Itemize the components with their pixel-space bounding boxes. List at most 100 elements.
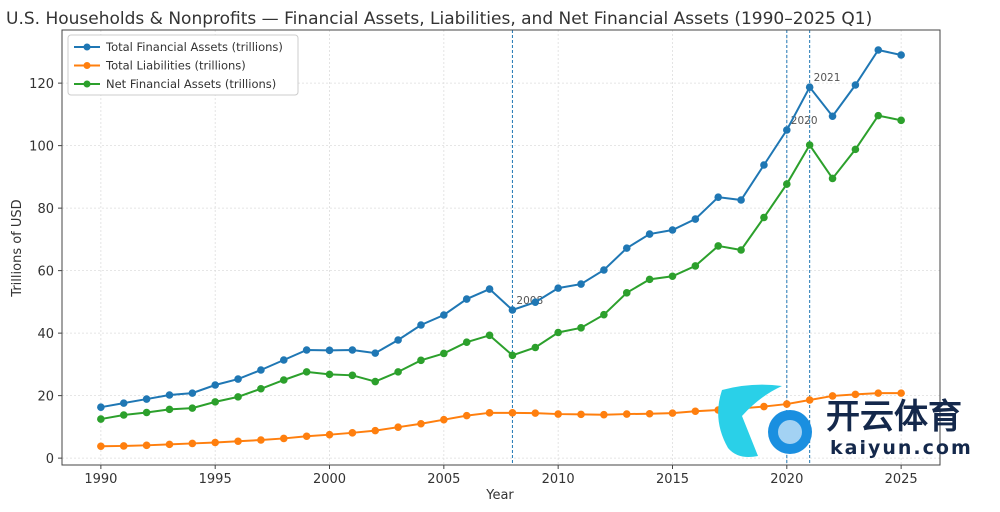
data-point <box>737 246 745 254</box>
data-point <box>302 346 311 354</box>
data-point <box>371 349 380 357</box>
data-point <box>874 46 883 54</box>
data-point <box>485 331 494 340</box>
x-tick-label: 1990 <box>84 472 117 487</box>
y-tick-label: 100 <box>29 140 54 155</box>
data-point <box>348 346 357 354</box>
data-point <box>165 440 174 449</box>
data-point <box>257 436 265 444</box>
legend: Total Financial Assets (trillions) Total … <box>67 34 299 96</box>
watermark-logo: 开云体育 kaiyun.com <box>718 384 971 459</box>
data-point <box>805 83 814 91</box>
data-point <box>279 376 288 384</box>
data-point <box>417 419 425 428</box>
data-point <box>531 298 540 306</box>
y-tick-label: 120 <box>29 77 54 92</box>
legend-marker-1 <box>83 62 91 69</box>
annotation-label-2020: 2020 <box>791 115 818 127</box>
data-point <box>508 351 517 360</box>
data-point <box>279 434 288 443</box>
data-point <box>554 410 562 418</box>
data-point <box>234 375 242 383</box>
data-point <box>462 295 471 303</box>
x-tick-label: 2025 <box>885 472 918 487</box>
data-point <box>119 442 128 450</box>
data-point <box>142 408 151 417</box>
data-point <box>874 111 883 120</box>
data-point <box>851 145 860 154</box>
data-point <box>325 370 334 379</box>
logo-ball-highlight <box>778 420 802 444</box>
data-point <box>531 409 540 417</box>
data-point <box>211 398 219 406</box>
legend-label-0: Total Financial Assets (trillions) <box>105 40 283 54</box>
data-point <box>897 116 905 125</box>
data-point <box>462 411 471 420</box>
x-tick-label: 2000 <box>313 472 346 487</box>
data-point <box>531 343 540 352</box>
data-point <box>142 441 151 450</box>
chart-title: U.S. Households & Nonprofits — Financial… <box>6 9 872 29</box>
data-point <box>97 415 105 423</box>
data-point <box>554 328 562 337</box>
data-point <box>234 437 242 446</box>
data-point <box>805 141 814 149</box>
data-point <box>851 390 860 399</box>
data-point <box>394 368 402 376</box>
x-tick-label: 2015 <box>656 472 689 487</box>
legend-label-1: Total Liabilities (trillions) <box>105 59 246 73</box>
data-point <box>97 442 105 451</box>
data-point <box>897 51 905 59</box>
data-point <box>371 377 380 386</box>
legend-label-2: Net Financial Assets (trillions) <box>106 77 276 91</box>
data-point <box>97 403 105 411</box>
data-point <box>691 407 700 416</box>
y-tick-label: 0 <box>46 452 54 467</box>
data-point <box>554 284 562 292</box>
data-point <box>417 321 425 329</box>
data-point <box>417 356 425 365</box>
data-point <box>600 410 608 419</box>
data-point <box>600 266 608 274</box>
data-point <box>600 310 608 319</box>
data-point <box>577 410 585 419</box>
data-point <box>348 371 357 380</box>
data-point <box>371 426 380 435</box>
data-point <box>188 389 197 397</box>
data-point <box>668 226 677 234</box>
data-point <box>897 389 905 397</box>
data-point <box>805 396 814 404</box>
data-point <box>394 336 402 344</box>
series-line-1 <box>100 392 902 448</box>
data-point <box>508 306 517 314</box>
data-point <box>234 393 242 401</box>
data-point <box>714 193 723 201</box>
data-point <box>440 349 448 358</box>
data-point <box>645 230 654 238</box>
data-point <box>119 399 128 407</box>
data-point <box>440 415 448 424</box>
annotation-label-2008: 2008 <box>516 295 543 307</box>
legend-marker-2 <box>83 80 91 88</box>
plot-frame <box>61 29 941 466</box>
data-point <box>851 81 860 89</box>
data-point <box>760 402 768 411</box>
y-tick-label: 80 <box>37 202 54 217</box>
logo-k-icon <box>718 384 782 457</box>
data-point <box>783 400 791 408</box>
x-tick-label: 2020 <box>770 472 803 487</box>
data-point <box>188 404 197 412</box>
data-point <box>760 213 768 222</box>
data-point <box>508 409 517 417</box>
annotation-lines: 2008 2020 2021 <box>511 30 840 465</box>
data-point <box>440 311 448 319</box>
data-point <box>737 196 745 204</box>
data-point <box>142 395 151 403</box>
data-point <box>622 289 631 297</box>
data-point <box>279 356 288 364</box>
data-point <box>645 275 654 284</box>
data-point <box>622 244 631 252</box>
series-group <box>97 46 905 451</box>
